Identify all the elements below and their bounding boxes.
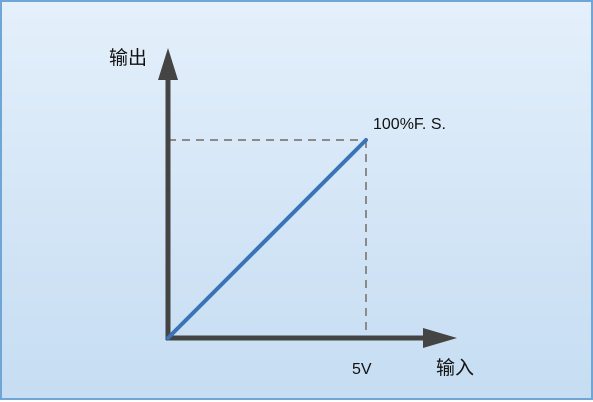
series-line — [166, 138, 368, 340]
y-end-annotation: 100%F. S. — [373, 116, 446, 133]
x-end-annotation: 5V — [352, 361, 372, 378]
y-axis-arrow-icon — [158, 48, 178, 80]
x-axis-arrow-icon — [423, 328, 457, 348]
y-axis-title: 输出 — [109, 47, 147, 69]
x-axis-title: 输入 — [436, 357, 474, 379]
